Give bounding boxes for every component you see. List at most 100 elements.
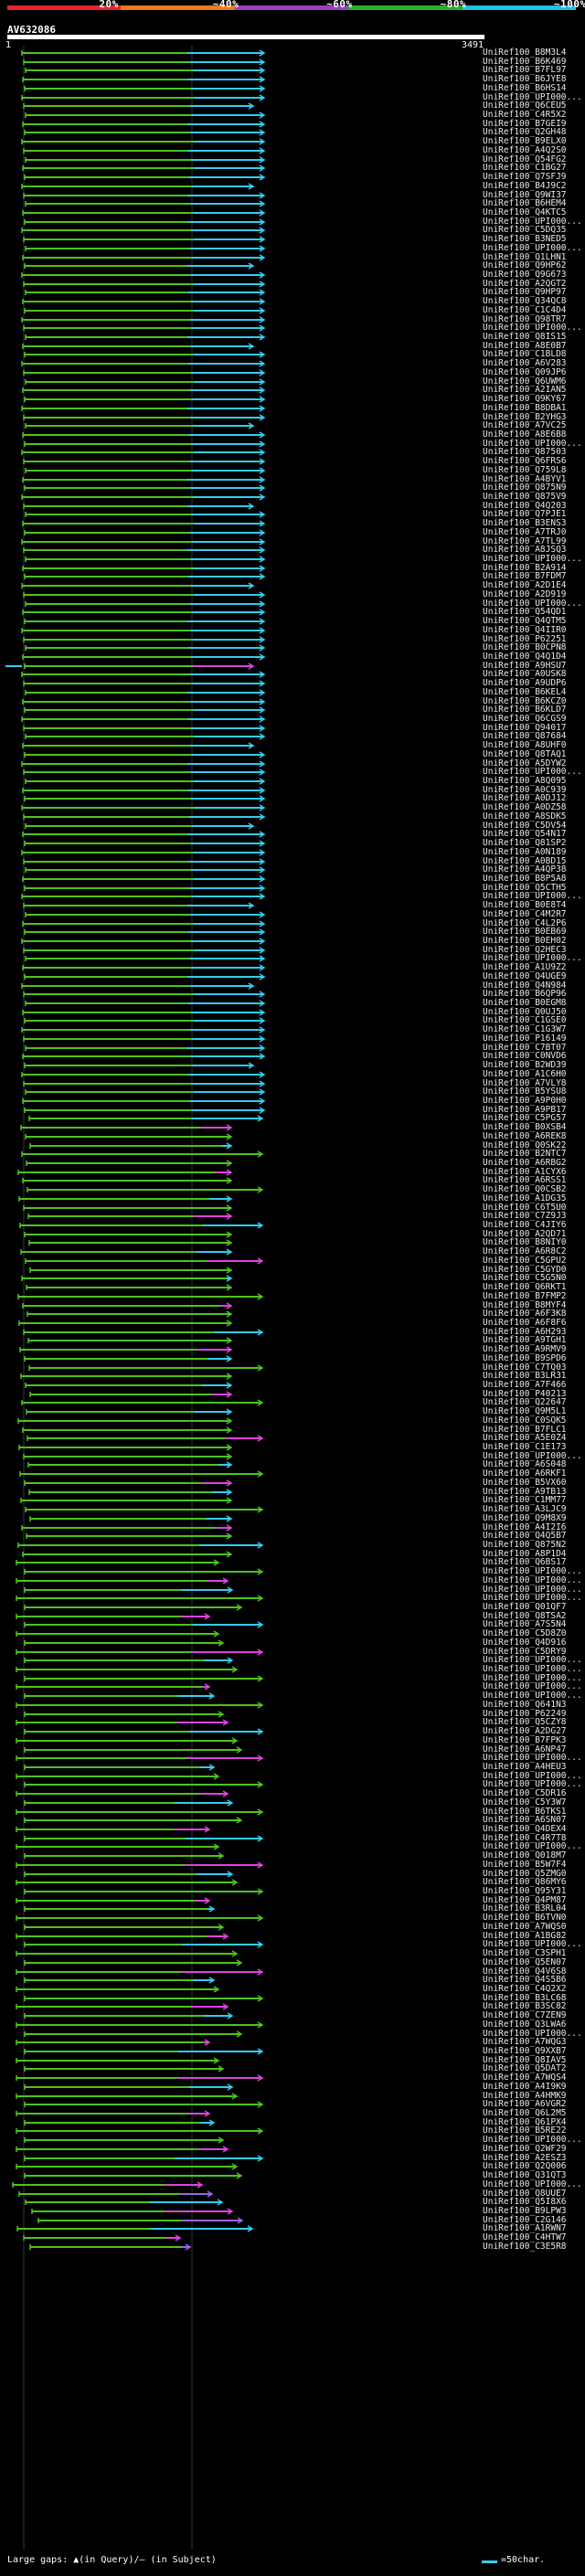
hit-label[interactable]: UniRef100_C5GPU2 [483, 1256, 567, 1266]
hit-label[interactable]: UniRef100_Q54QD1 [483, 607, 567, 617]
hit-label[interactable]: UniRef100_C0SQK5 [483, 1415, 567, 1426]
hit-label[interactable]: UniRef100_Q8TAQ1 [483, 749, 567, 759]
hit-label[interactable]: UniRef100_Q4Q203 [483, 501, 567, 511]
hit-label[interactable]: UniRef100_Q018M7 [483, 1850, 567, 1860]
hit-label[interactable]: UniRef100_A6R8C2 [483, 1246, 567, 1256]
hit-label[interactable]: UniRef100_B6HS14 [483, 83, 567, 93]
hit-label[interactable]: UniRef100_UPI000... [483, 1779, 582, 1789]
hit-label[interactable]: UniRef100_A7WQS4 [483, 2072, 567, 2083]
hit-label[interactable]: UniRef100_A4HEU3 [483, 1762, 567, 1772]
hit-label[interactable]: UniRef100_C7ZEN9 [483, 2010, 567, 2020]
hit-label[interactable]: UniRef100_UPI000... [483, 1585, 582, 1595]
hit-label[interactable]: UniRef100_A0DZ58 [483, 802, 567, 812]
hit-label[interactable]: UniRef100_Q7SFJ9 [483, 172, 567, 182]
hit-label[interactable]: UniRef100_C2G146 [483, 2215, 567, 2225]
hit-label[interactable]: UniRef100_A6H293 [483, 1327, 567, 1337]
hit-label[interactable]: UniRef100_Q8IS15 [483, 332, 567, 342]
hit-label[interactable]: UniRef100_UPI000... [483, 1575, 582, 1585]
hit-label[interactable]: UniRef100_UPI000... [483, 599, 582, 609]
hit-label[interactable]: UniRef100_Q22647 [483, 1397, 567, 1407]
hit-label[interactable]: UniRef100_B3LR31 [483, 1371, 567, 1381]
hit-label[interactable]: UniRef100_Q6RKT1 [483, 1282, 567, 1292]
hit-label[interactable]: UniRef100_UPI000... [483, 1593, 582, 1603]
hit-label[interactable]: UniRef100_UPI000... [483, 767, 582, 777]
hit-label[interactable]: UniRef100_Q4S5B6 [483, 1975, 567, 1985]
hit-label[interactable]: UniRef100_B3LC68 [483, 1993, 567, 2003]
hit-label[interactable]: UniRef100_A6RSS1 [483, 1175, 567, 1185]
hit-label[interactable]: UniRef100_A5E0Z4 [483, 1433, 567, 1443]
hit-label[interactable]: UniRef100_P62251 [483, 634, 567, 644]
hit-label[interactable]: UniRef100_B7GEI9 [483, 119, 567, 129]
hit-label[interactable]: UniRef100_B6QP96 [483, 989, 567, 999]
hit-label[interactable]: UniRef100_A0USK8 [483, 669, 567, 679]
hit-label[interactable]: UniRef100_Q4PM87 [483, 1895, 567, 1905]
hit-label[interactable]: UniRef100_Q2WF29 [483, 2144, 567, 2154]
hit-label[interactable]: UniRef100_C4R5X2 [483, 110, 567, 120]
hit-label[interactable]: UniRef100_C1GSE0 [483, 1015, 567, 1025]
hit-label[interactable]: UniRef100_Q34QC8 [483, 296, 567, 306]
hit-label[interactable]: UniRef100_B6KLD7 [483, 705, 567, 715]
hit-label[interactable]: UniRef100_A8JSQ3 [483, 545, 567, 555]
hit-label[interactable]: UniRef100_Q2GH48 [483, 127, 567, 137]
hit-label[interactable]: UniRef100_A8SDK5 [483, 811, 567, 822]
hit-label[interactable]: UniRef100_B7FL97 [483, 65, 567, 75]
hit-label[interactable]: UniRef100_P62249 [483, 1709, 567, 1719]
hit-label[interactable]: UniRef100_A4BYV1 [483, 474, 567, 484]
hit-label[interactable]: UniRef100_Q0UJ50 [483, 1007, 567, 1017]
hit-label[interactable]: UniRef100_C4Q2X2 [483, 1984, 567, 1994]
hit-label[interactable]: UniRef100_C5DRY9 [483, 1647, 567, 1657]
hit-label[interactable]: UniRef100_B5VX60 [483, 1478, 567, 1488]
hit-label[interactable]: UniRef100_C1C4D4 [483, 305, 567, 315]
hit-label[interactable]: UniRef100_B8DBA1 [483, 403, 567, 413]
hit-label[interactable]: UniRef100_UPI000... [483, 2029, 582, 2039]
hit-label[interactable]: UniRef100_A9HSU7 [483, 661, 567, 671]
hit-label[interactable]: UniRef100_UPI000... [483, 1664, 582, 1674]
hit-label[interactable]: UniRef100_Q6CGS9 [483, 714, 567, 724]
hit-label[interactable]: UniRef100_Q4QTM5 [483, 616, 567, 626]
hit-label[interactable]: UniRef100_A2QD71 [483, 1229, 567, 1239]
hit-label[interactable]: UniRef100_B2YHG3 [483, 412, 567, 422]
hit-label[interactable]: UniRef100_A0DJ12 [483, 793, 567, 803]
hit-label[interactable]: UniRef100_C5DR16 [483, 1788, 567, 1798]
hit-label[interactable]: UniRef100_B6KEL4 [483, 687, 567, 697]
hit-label[interactable]: UniRef100_B2WD39 [483, 1060, 567, 1070]
hit-label[interactable]: UniRef100_B3ENS3 [483, 518, 567, 528]
hit-label[interactable]: UniRef100_A4Q2S0 [483, 145, 567, 155]
hit-label[interactable]: UniRef100_P16149 [483, 1034, 567, 1044]
hit-label[interactable]: UniRef100_A1C6H0 [483, 1069, 567, 1079]
hit-label[interactable]: UniRef100_UPI000... [483, 1451, 582, 1461]
hit-label[interactable]: UniRef100_Q9HP97 [483, 287, 567, 297]
hit-label[interactable]: UniRef100_B7FDM7 [483, 571, 567, 581]
hit-label[interactable]: UniRef100_P40213 [483, 1389, 567, 1399]
hit-label[interactable]: UniRef100_Q6CEU5 [483, 101, 567, 111]
hit-label[interactable]: UniRef100_Q5EN07 [483, 1957, 567, 1967]
hit-label[interactable]: UniRef100_Q87503 [483, 447, 567, 457]
hit-label[interactable]: UniRef100_C5DV54 [483, 821, 567, 831]
hit-label[interactable]: UniRef100_Q8TSA2 [483, 1611, 567, 1621]
hit-label[interactable]: UniRef100_UPI000... [483, 1681, 582, 1691]
hit-label[interactable]: UniRef100_C0NVD6 [483, 1051, 567, 1061]
hit-label[interactable]: UniRef100_B7FMP2 [483, 1291, 567, 1301]
hit-label[interactable]: UniRef100_A2IAN5 [483, 385, 567, 395]
hit-label[interactable]: UniRef100_C5D8Z0 [483, 1628, 567, 1638]
hit-label[interactable]: UniRef100_B5RE22 [483, 2125, 567, 2136]
hit-label[interactable]: UniRef100_C4L2P6 [483, 918, 567, 928]
hit-label[interactable]: UniRef100_A6NP47 [483, 1744, 567, 1754]
hit-label[interactable]: UniRef100_A1RWN7 [483, 2223, 567, 2233]
hit-label[interactable]: UniRef100_B0EGM8 [483, 998, 567, 1008]
hit-label[interactable]: UniRef100_Q54FG2 [483, 154, 567, 164]
hit-label[interactable]: UniRef100_A7WQG3 [483, 2037, 567, 2047]
hit-label[interactable]: UniRef100_C1G3W7 [483, 1024, 567, 1034]
hit-label[interactable]: UniRef100_C3SPH1 [483, 1948, 567, 1958]
hit-label[interactable]: UniRef100_UPI000... [483, 2179, 582, 2189]
hit-label[interactable]: UniRef100_C5Y3W7 [483, 1797, 567, 1807]
hit-label[interactable]: UniRef100_B3RL04 [483, 1903, 567, 1913]
hit-label[interactable]: UniRef100_UPI000... [483, 1655, 582, 1665]
hit-label[interactable]: UniRef100_A8E6B8 [483, 429, 567, 440]
hit-label[interactable]: UniRef100_Q759L8 [483, 465, 567, 475]
hit-label[interactable]: UniRef100_C4JIY6 [483, 1220, 567, 1230]
hit-label[interactable]: UniRef100_A5DYW2 [483, 758, 567, 769]
hit-label[interactable]: UniRef100_A1U9Z2 [483, 962, 567, 972]
hit-label[interactable]: UniRef100_B3NED5 [483, 234, 567, 244]
hit-label[interactable]: UniRef100_UPI000... [483, 953, 582, 963]
